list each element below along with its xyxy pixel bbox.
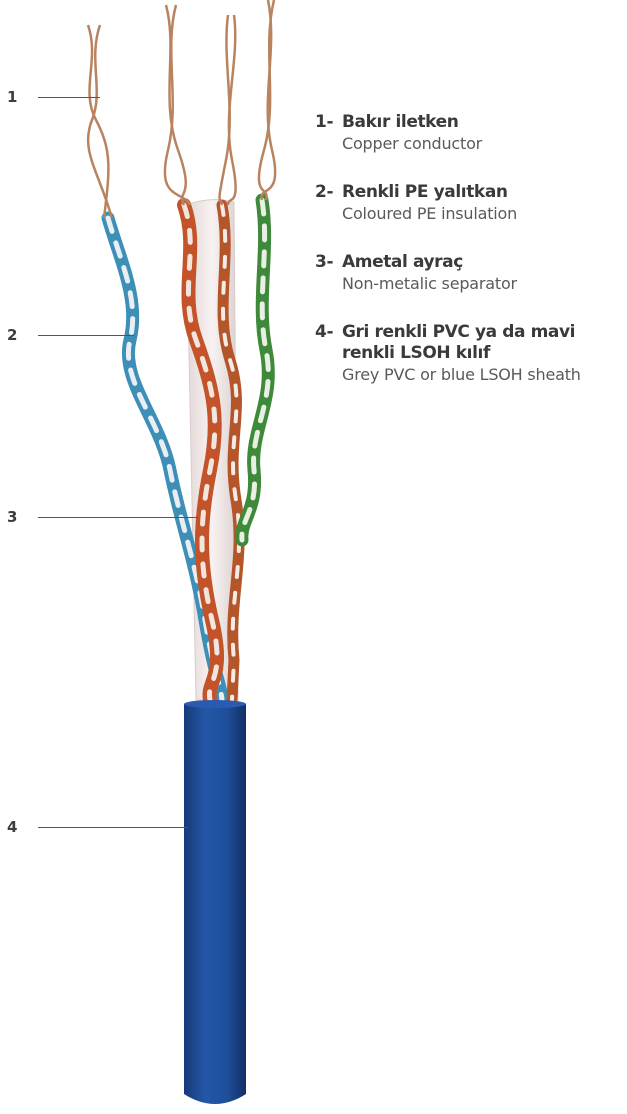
leader-line-2: [38, 335, 134, 336]
legend-title-en-3: Non-metalic separator: [342, 274, 517, 293]
legend-number-1: 1-: [315, 112, 334, 132]
legend-title-tr-2: Renkli PE yalıtkan: [342, 182, 508, 202]
copper-conductors: [86, 0, 277, 219]
legend-number-2: 2-: [315, 182, 334, 202]
legend-item-1: 1- Bakır iletken Copper conductor: [315, 112, 627, 154]
callout-number-4: 4: [7, 818, 18, 836]
green-pair: [235, 193, 275, 547]
callout-number-2: 2: [7, 326, 18, 344]
blue-sheath: [184, 704, 246, 1104]
brown-pair: [216, 199, 245, 706]
orange-pair: [177, 198, 225, 707]
callout-number-3: 3: [7, 508, 18, 526]
legend-title-tr-1: Bakır iletken: [342, 112, 459, 132]
legend-title-en-1: Copper conductor: [342, 134, 483, 153]
legend-number-3: 3-: [315, 252, 334, 272]
legend-title-en-4: Grey PVC or blue LSOH sheath: [342, 365, 581, 384]
legend-item-4: 4- Gri renkli PVC ya da mavi renkli LSOH…: [315, 322, 627, 385]
legend-item-2: 2- Renkli PE yalıtkan Coloured PE insula…: [315, 182, 627, 224]
legend-number-4: 4-: [315, 322, 334, 342]
leader-line-4: [38, 827, 188, 828]
leader-line-3: [38, 517, 198, 518]
legend-title-en-2: Coloured PE insulation: [342, 204, 518, 223]
legend: 1- Bakır iletken Copper conductor 2- Ren…: [315, 112, 627, 385]
legend-item-3: 3- Ametal ayraç Non-metalic separator: [315, 252, 627, 294]
legend-title-tr-4: Gri renkli PVC ya da mavi renkli LSOH kı…: [342, 322, 576, 363]
leader-line-1: [38, 97, 100, 98]
legend-title-tr-3: Ametal ayraç: [342, 252, 463, 272]
callout-number-1: 1: [7, 88, 18, 106]
